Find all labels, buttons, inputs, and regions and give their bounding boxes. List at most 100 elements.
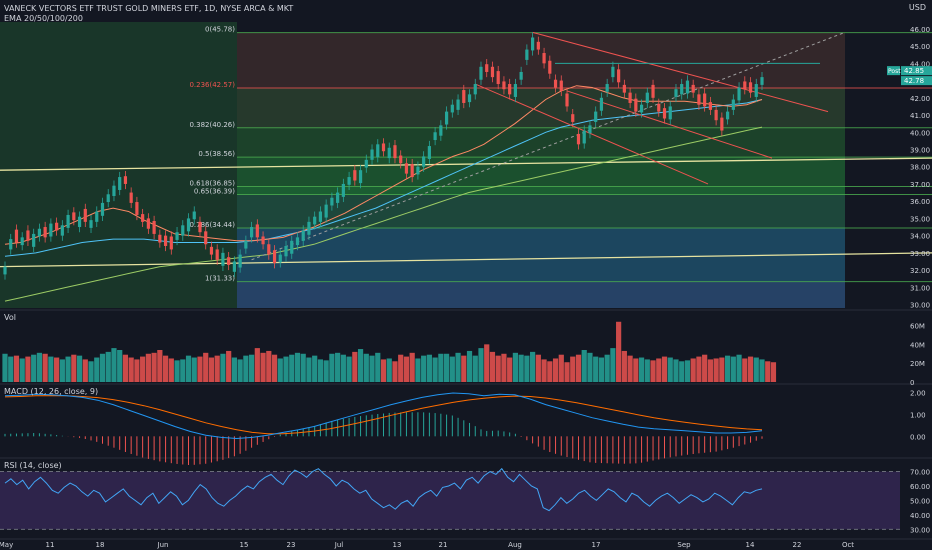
rsi-tick-4: 70.00	[910, 469, 930, 477]
candle-body	[594, 111, 598, 122]
candle	[14, 224, 19, 248]
candle	[662, 102, 667, 124]
candle-body	[703, 93, 707, 107]
volume-bar	[530, 351, 536, 382]
volume-bar	[162, 355, 169, 382]
candle	[628, 87, 632, 109]
candle-body	[720, 117, 724, 131]
candle-body	[95, 211, 99, 222]
candle-body	[249, 227, 254, 238]
candle-body	[416, 166, 420, 175]
volume-bar	[552, 358, 559, 382]
candle	[399, 150, 403, 169]
volume-bar	[231, 357, 237, 382]
price-tick-2: 32.00	[910, 267, 930, 275]
candle-body	[32, 233, 36, 247]
candle	[106, 189, 110, 208]
volume-bar	[105, 351, 111, 382]
x-tick-11: Sep	[677, 541, 691, 549]
candle-body	[743, 81, 747, 90]
candle-body	[479, 66, 483, 80]
candle-body	[163, 235, 168, 246]
volume-bar	[312, 355, 318, 382]
candle-body	[347, 177, 351, 185]
volume-bar	[306, 357, 312, 382]
candle-body	[708, 102, 712, 110]
candle-body	[381, 143, 386, 152]
volume-bar	[707, 359, 713, 382]
currency-label: USD	[908, 3, 926, 12]
x-tick-8: 21	[439, 541, 448, 549]
rsi-band	[0, 471, 900, 530]
candle-body	[123, 176, 128, 184]
volume-bar	[357, 349, 364, 382]
candle	[754, 78, 758, 103]
macd-pane-label: MACD (12, 26, close, 9)	[4, 387, 99, 396]
candle-body	[284, 245, 288, 257]
volume-bar	[661, 356, 668, 382]
volume-bar	[449, 356, 455, 382]
price-pane[interactable]	[0, 31, 932, 302]
volume-tick-1: 20M	[910, 360, 925, 368]
volume-bar	[690, 358, 696, 382]
x-tick-3: Jun	[157, 541, 169, 549]
candle	[72, 207, 76, 226]
candle	[146, 213, 150, 234]
candle	[324, 199, 328, 223]
candle	[542, 47, 546, 69]
candle-body	[628, 92, 632, 103]
candle-body	[77, 216, 82, 228]
volume-pane[interactable]	[2, 321, 777, 382]
price-tick-0: 30.00	[910, 302, 930, 310]
volume-bar	[346, 356, 352, 382]
volume-bar	[598, 357, 605, 382]
fib-zone-6	[237, 228, 845, 282]
candle	[175, 227, 179, 246]
candle	[267, 239, 271, 260]
volume-bar	[226, 350, 232, 382]
macd-pane[interactable]	[4, 392, 763, 466]
candle	[490, 61, 495, 83]
volume-bar	[375, 352, 381, 382]
fib-zone-2	[237, 127, 845, 158]
rsi-pane[interactable]	[0, 467, 900, 530]
price-tick-1: 31.00	[910, 284, 930, 292]
fib-zone-3	[237, 157, 845, 187]
candle-body	[467, 94, 472, 103]
candle	[450, 99, 454, 118]
volume-bar	[747, 356, 754, 382]
candle-body	[559, 80, 563, 91]
volume-bar	[466, 350, 473, 382]
candle	[77, 211, 82, 233]
volume-bar	[770, 362, 777, 382]
candle-body	[548, 60, 552, 74]
candle-body	[473, 84, 477, 95]
candle	[479, 61, 483, 85]
candle	[519, 66, 523, 85]
candle	[318, 206, 323, 228]
candle-body	[341, 183, 345, 197]
price-tick-4: 34.00	[910, 233, 930, 241]
candle-body	[725, 111, 730, 120]
volume-bar	[260, 352, 266, 382]
candle-body	[496, 71, 500, 85]
volume-bar	[535, 354, 541, 382]
volume-bar	[180, 359, 186, 382]
fib-label-4: 0.618(36.85)	[189, 180, 235, 188]
candle-body	[685, 80, 690, 94]
candle	[691, 79, 695, 98]
candle-body	[3, 266, 7, 275]
candle	[284, 240, 288, 262]
candle	[725, 106, 730, 125]
candle-body	[295, 237, 300, 246]
volume-bar	[140, 356, 146, 382]
candle-body	[605, 84, 609, 92]
candle-body	[244, 240, 248, 249]
volume-bar	[31, 354, 37, 382]
volume-bar	[329, 353, 335, 382]
macd-tick-2: 2.00	[910, 390, 926, 398]
candle-body	[129, 192, 133, 203]
volume-bar	[82, 359, 88, 382]
candle	[261, 231, 265, 250]
volume-bar	[495, 355, 501, 382]
